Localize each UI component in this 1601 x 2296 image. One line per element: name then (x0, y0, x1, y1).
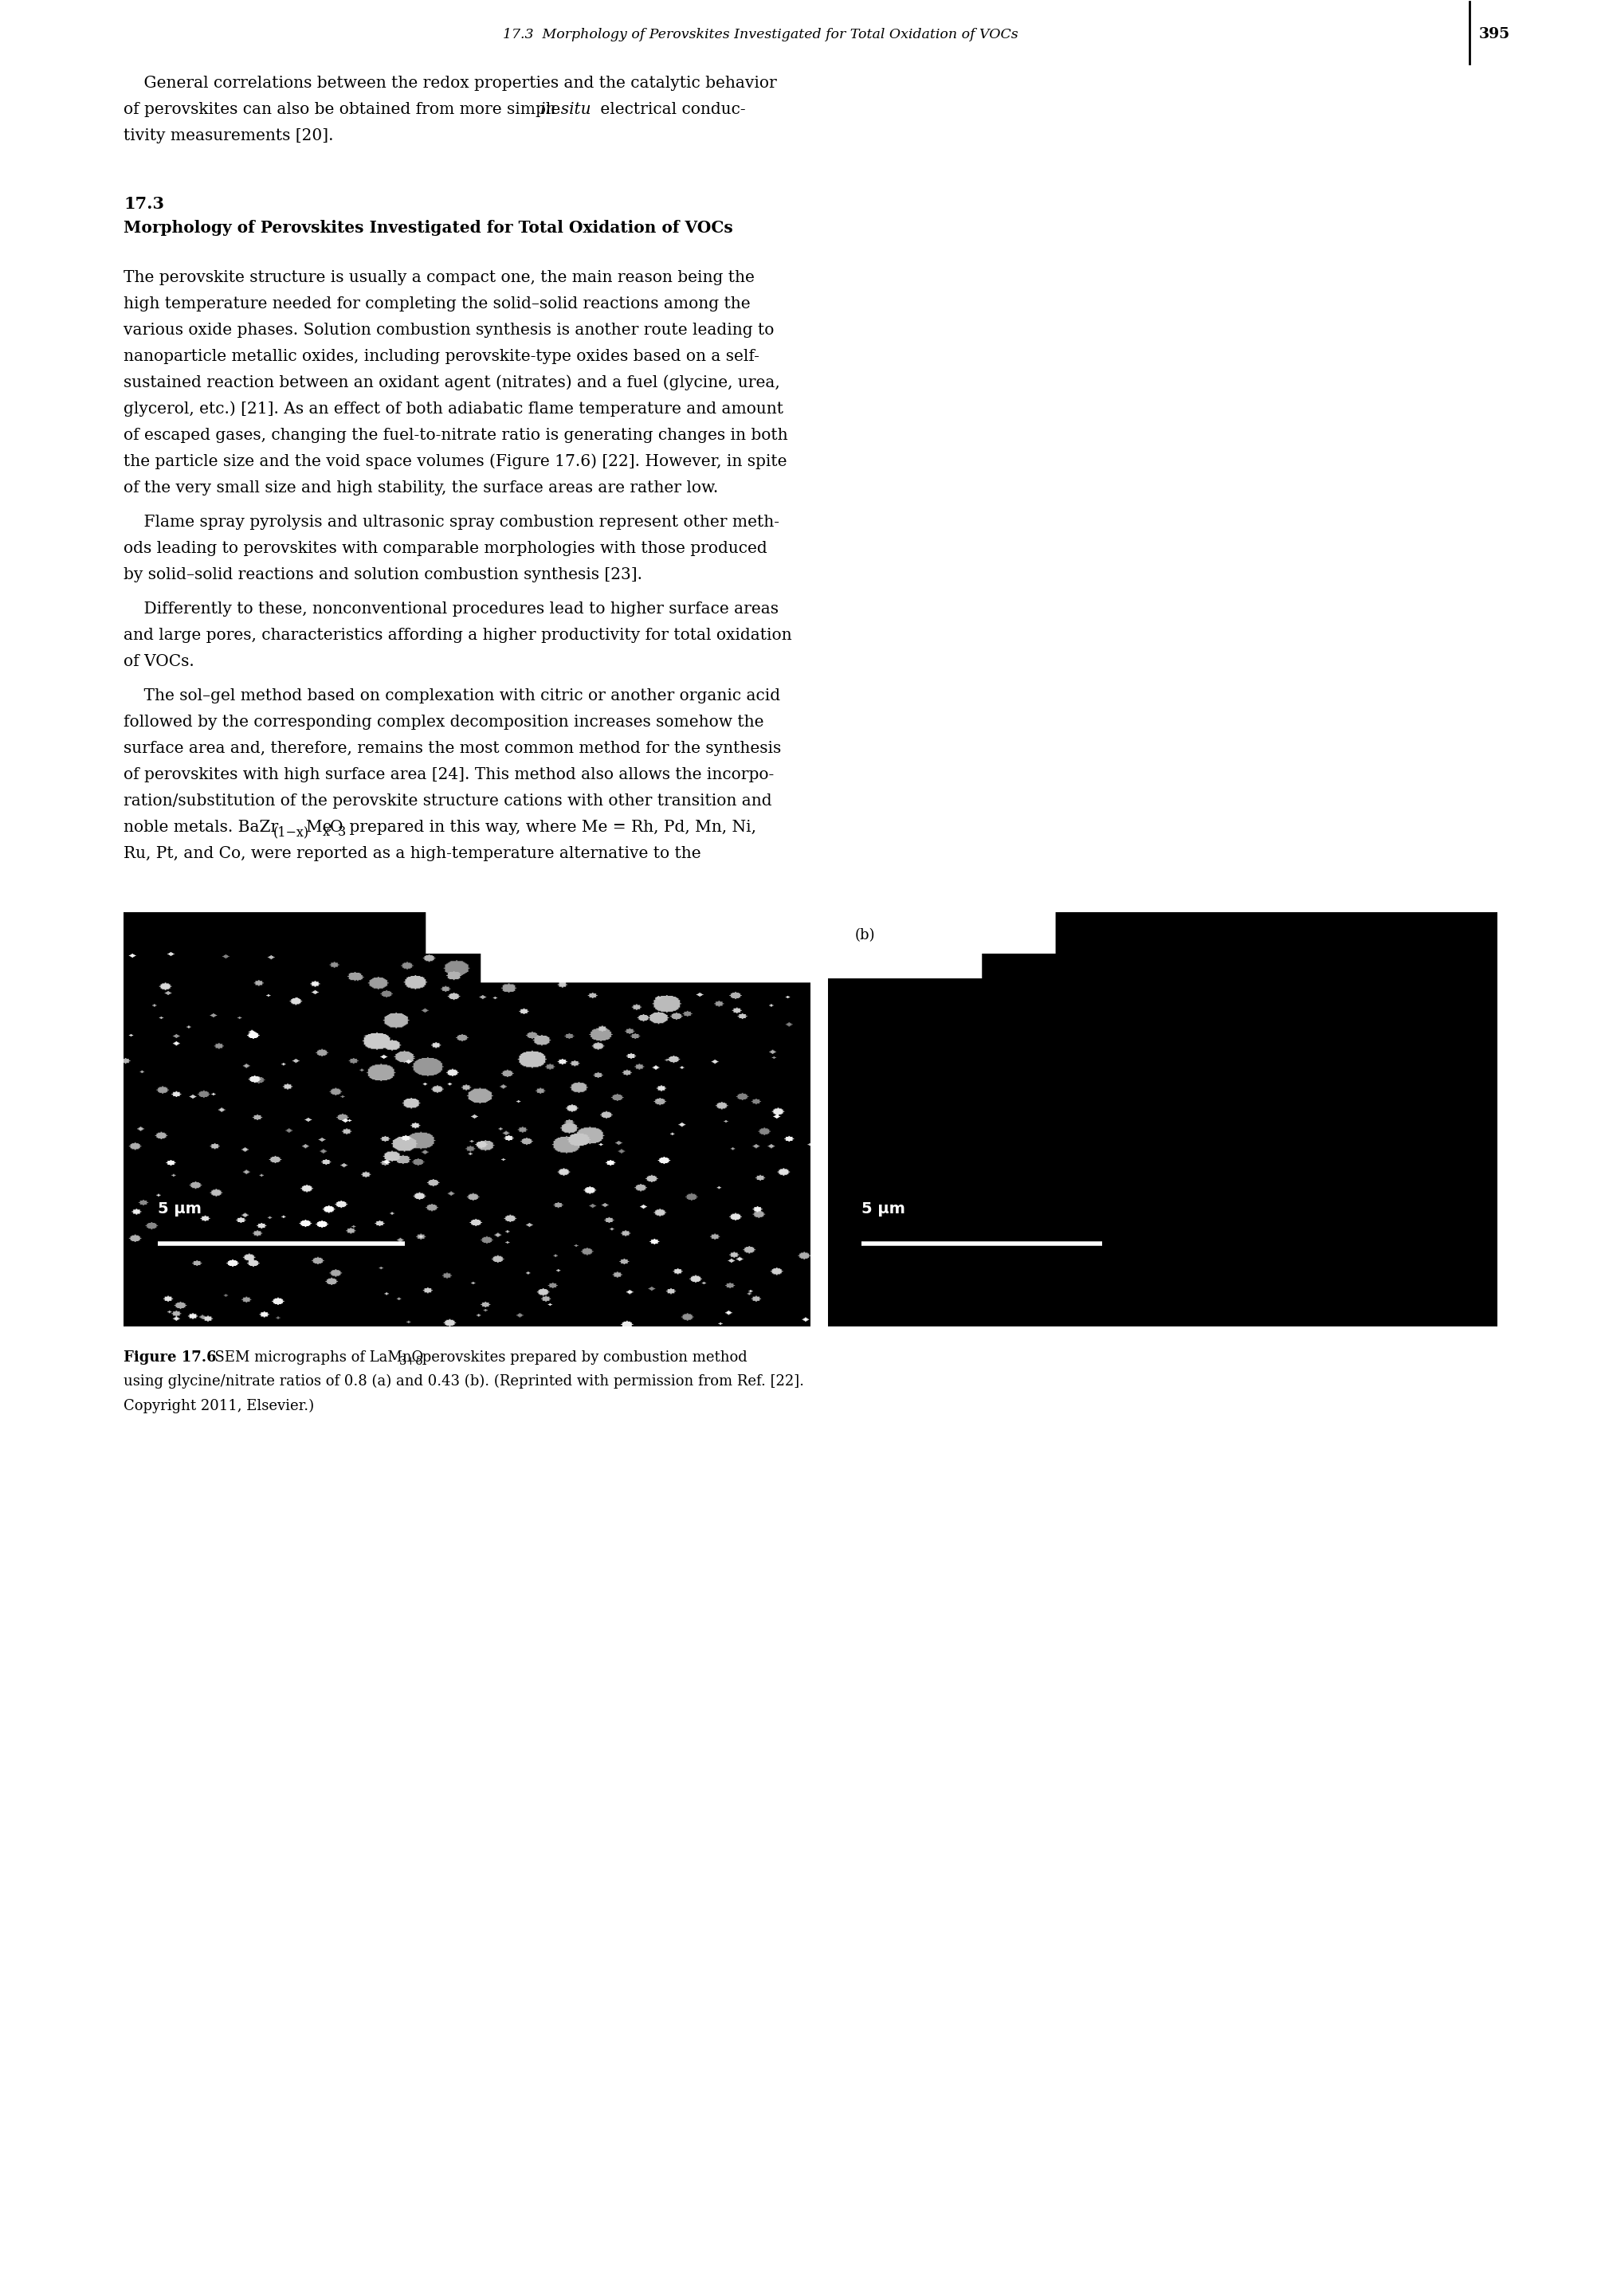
Text: 5 μm: 5 μm (158, 1201, 202, 1217)
Text: ration/substitution of the perovskite structure cations with other transition an: ration/substitution of the perovskite st… (123, 792, 772, 808)
Text: Copyright 2011, Elsevier.): Copyright 2011, Elsevier.) (123, 1398, 314, 1412)
Text: (b): (b) (855, 928, 876, 944)
Text: tivity measurements [20].: tivity measurements [20]. (123, 129, 333, 142)
Text: using glycine/nitrate ratios of 0.8 (a) and 0.43 (b). (Reprinted with permission: using glycine/nitrate ratios of 0.8 (a) … (123, 1375, 804, 1389)
Text: The perovskite structure is usually a compact one, the main reason being the: The perovskite structure is usually a co… (123, 271, 754, 285)
Text: surface area and, therefore, remains the most common method for the synthesis: surface area and, therefore, remains the… (123, 742, 781, 755)
Text: of perovskites can also be obtained from more simple: of perovskites can also be obtained from… (123, 101, 565, 117)
Text: high temperature needed for completing the solid–solid reactions among the: high temperature needed for completing t… (123, 296, 751, 312)
Text: and large pores, characteristics affording a higher productivity for total oxida: and large pores, characteristics affordi… (123, 627, 792, 643)
Text: sustained reaction between an oxidant agent (nitrates) and a fuel (glycine, urea: sustained reaction between an oxidant ag… (123, 374, 780, 390)
Text: nanoparticle metallic oxides, including perovskite-type oxides based on a self-: nanoparticle metallic oxides, including … (123, 349, 759, 363)
Text: Figure 17.6: Figure 17.6 (123, 1350, 216, 1364)
Text: Me: Me (306, 820, 331, 836)
Text: by solid–solid reactions and solution combustion synthesis [23].: by solid–solid reactions and solution co… (123, 567, 642, 583)
Text: in situ: in situ (540, 101, 591, 117)
Text: perovskites prepared by combustion method: perovskites prepared by combustion metho… (418, 1350, 748, 1364)
Text: the particle size and the void space volumes (Figure 17.6) [22]. However, in spi: the particle size and the void space vol… (123, 455, 788, 468)
Text: 17.3: 17.3 (123, 195, 165, 211)
Text: The sol–gel method based on complexation with citric or another organic acid: The sol–gel method based on complexation… (123, 689, 780, 703)
Text: 3+δ: 3+δ (400, 1357, 424, 1366)
Text: (1−x): (1−x) (274, 824, 309, 838)
Text: of the very small size and high stability, the surface areas are rather low.: of the very small size and high stabilit… (123, 480, 719, 496)
Text: of escaped gases, changing the fuel-to-nitrate ratio is generating changes in bo: of escaped gases, changing the fuel-to-n… (123, 427, 788, 443)
Text: Flame spray pyrolysis and ultrasonic spray combustion represent other meth-: Flame spray pyrolysis and ultrasonic spr… (123, 514, 780, 530)
Text: 395: 395 (1479, 28, 1510, 41)
Text: 5 μm: 5 μm (861, 1201, 905, 1217)
Text: followed by the corresponding complex decomposition increases somehow the: followed by the corresponding complex de… (123, 714, 764, 730)
Text: various oxide phases. Solution combustion synthesis is another route leading to: various oxide phases. Solution combustio… (123, 321, 775, 338)
Text: prepared in this way, where Me = Rh, Pd, Mn, Ni,: prepared in this way, where Me = Rh, Pd,… (344, 820, 756, 836)
Text: x: x (323, 824, 330, 838)
Text: noble metals. BaZr: noble metals. BaZr (123, 820, 279, 836)
Text: ods leading to perovskites with comparable morphologies with those produced: ods leading to perovskites with comparab… (123, 540, 767, 556)
Text: of perovskites with high surface area [24]. This method also allows the incorpo-: of perovskites with high surface area [2… (123, 767, 773, 783)
Text: General correlations between the redox properties and the catalytic behavior: General correlations between the redox p… (123, 76, 776, 92)
Text: Differently to these, nonconventional procedures lead to higher surface areas: Differently to these, nonconventional pr… (123, 602, 778, 615)
Text: Morphology of Perovskites Investigated for Total Oxidation of VOCs: Morphology of Perovskites Investigated f… (123, 220, 733, 236)
Text: 17.3  Morphology of Perovskites Investigated for Total Oxidation of VOCs: 17.3 Morphology of Perovskites Investiga… (503, 28, 1018, 41)
Text: electrical conduc-: electrical conduc- (596, 101, 746, 117)
Text: O: O (330, 820, 343, 836)
Text: of VOCs.: of VOCs. (123, 654, 194, 668)
Text: 3: 3 (338, 824, 346, 838)
Text: Ru, Pt, and Co, were reported as a high-temperature alternative to the: Ru, Pt, and Co, were reported as a high-… (123, 845, 701, 861)
Text: glycerol, etc.) [21]. As an effect of both adiabatic flame temperature and amoun: glycerol, etc.) [21]. As an effect of bo… (123, 402, 783, 418)
Text: (a): (a) (150, 928, 171, 944)
Text: SEM micrographs of LaMnO: SEM micrographs of LaMnO (205, 1350, 423, 1364)
